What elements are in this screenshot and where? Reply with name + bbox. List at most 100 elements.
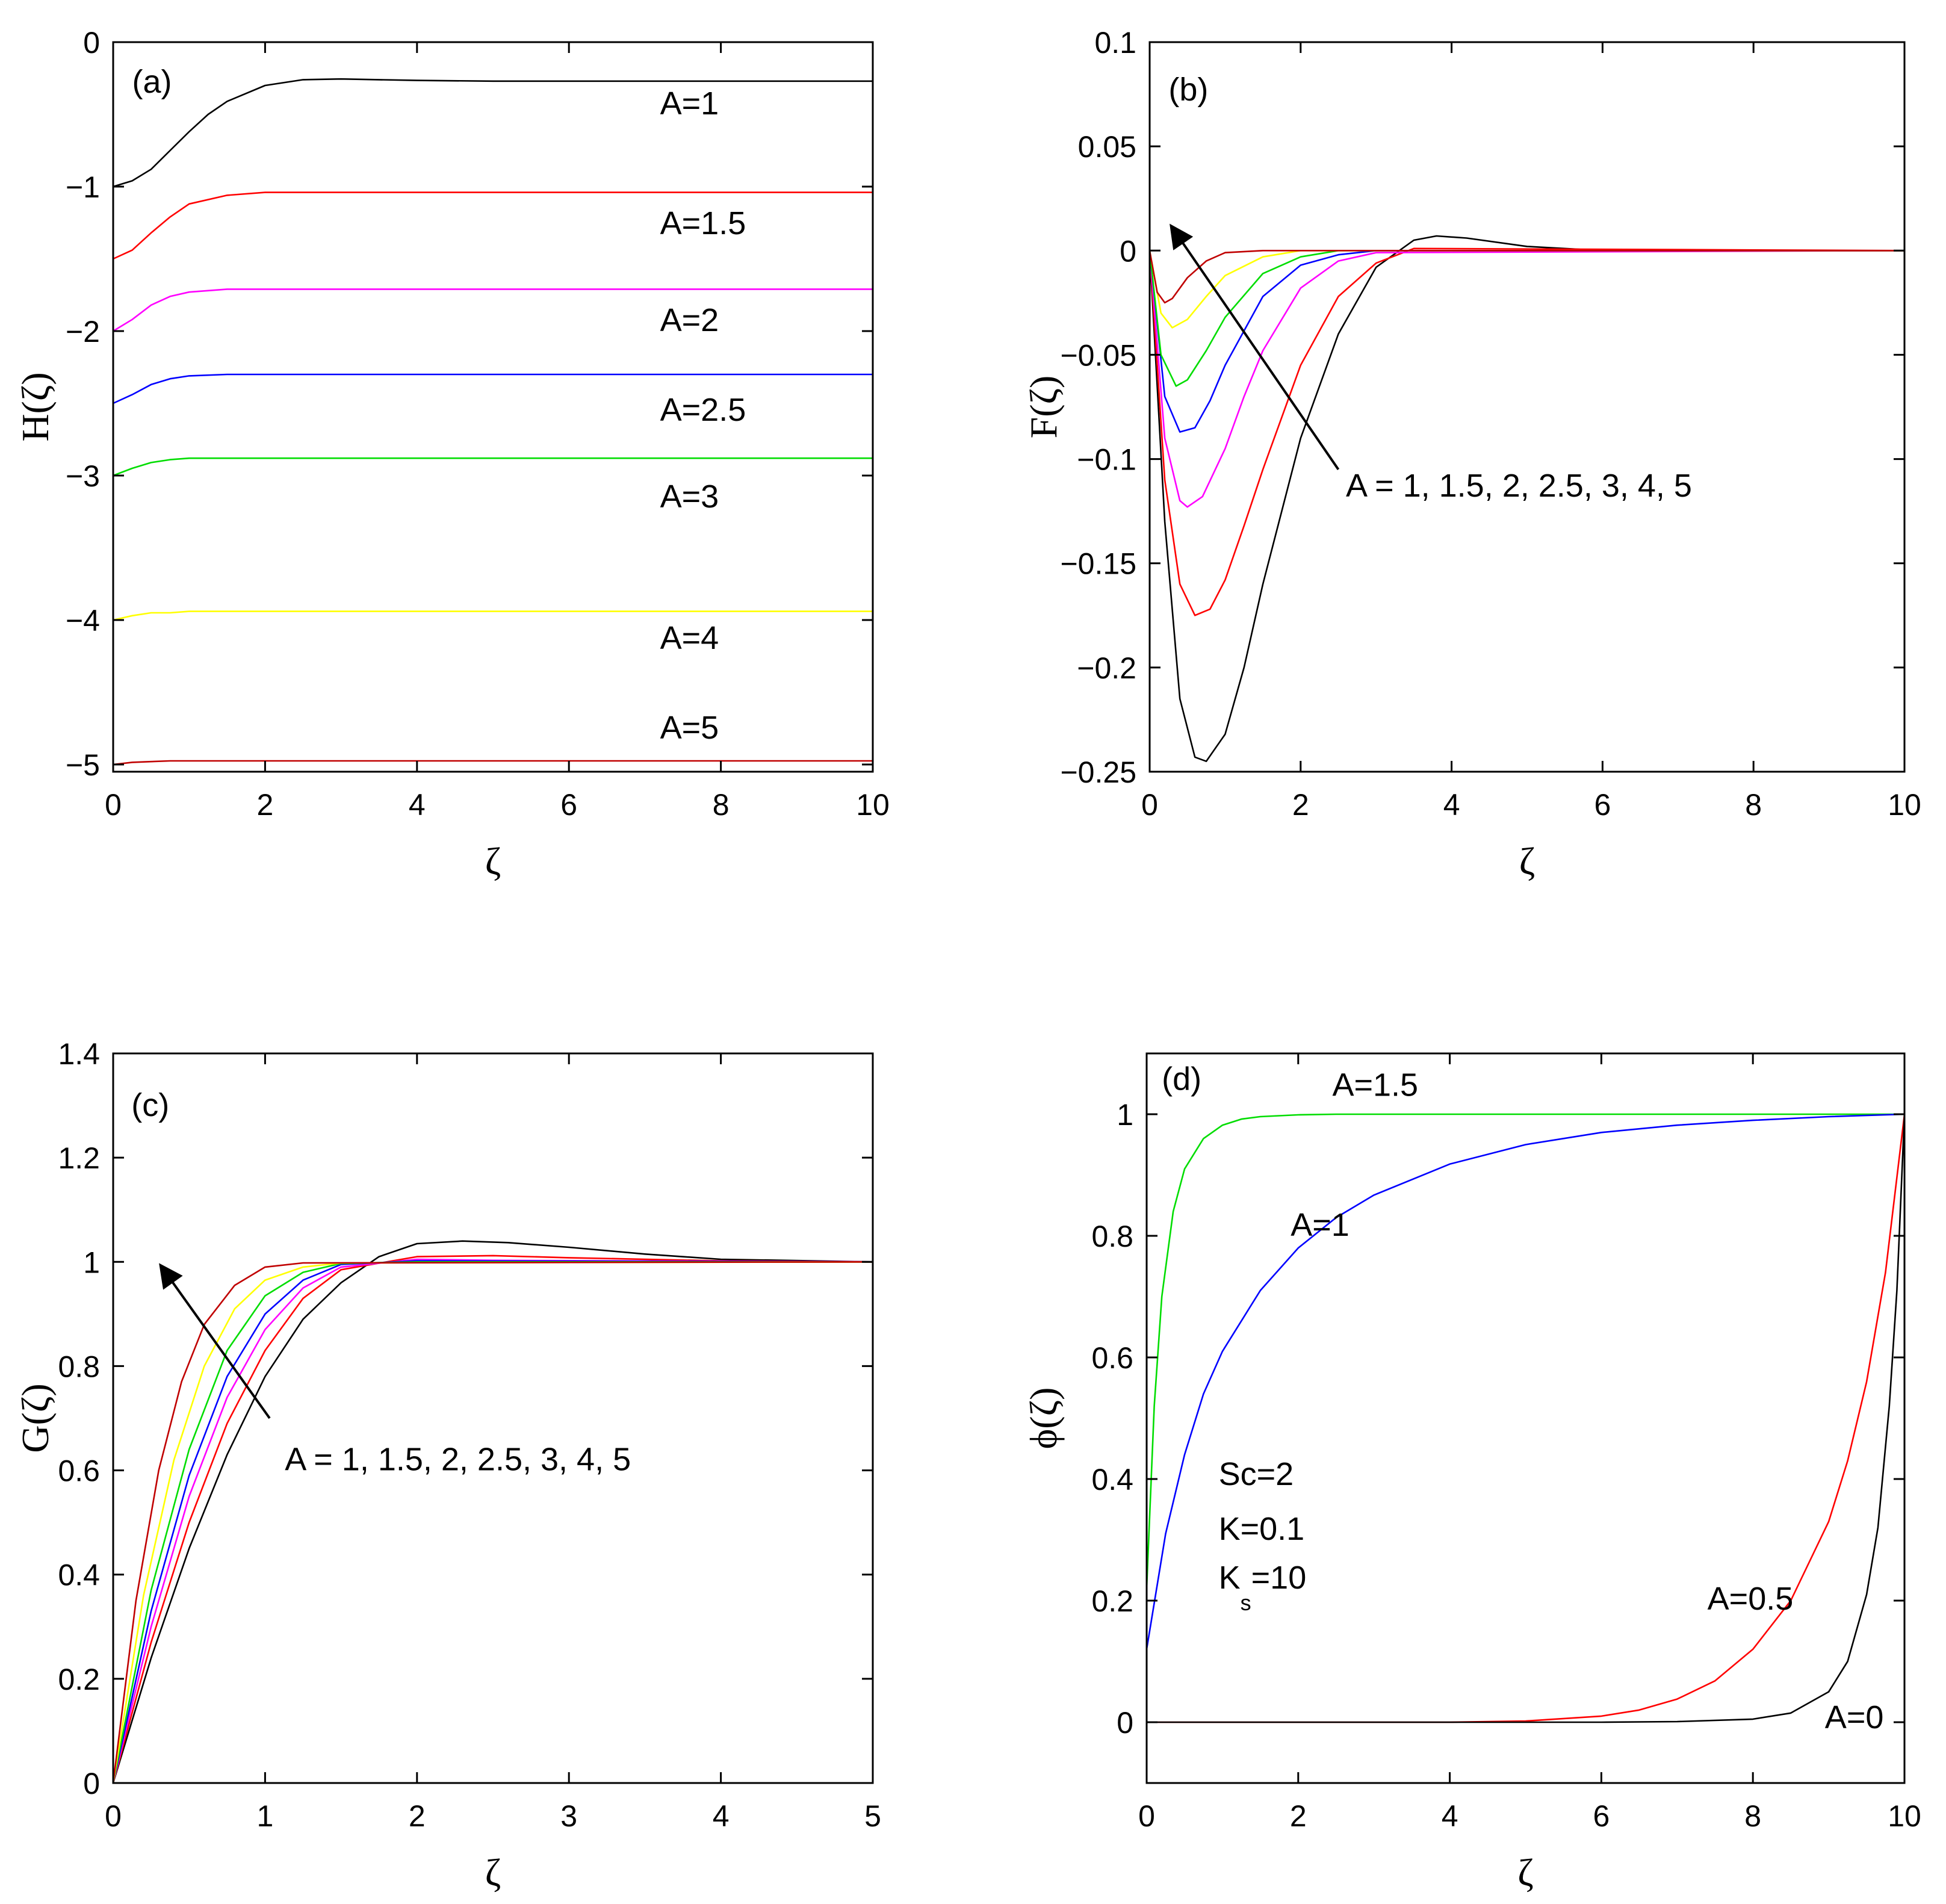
- series-line: [1148, 250, 1904, 304]
- plot-frame: [1148, 41, 1906, 773]
- plot-frame: [1145, 1052, 1906, 1784]
- x-tick-label: 2: [256, 788, 273, 822]
- y-tick-label: −0.2: [1077, 651, 1136, 685]
- series-line: [113, 760, 873, 766]
- y-tick-label: 0.1: [1094, 26, 1136, 60]
- series-line: [1145, 1113, 1904, 1589]
- panel-b: 0 2 4 6 8 10 0.1 0.05 0 −0.05 −0.1 −0.15 −0.2 −0.25 ζ F…: [1022, 26, 1921, 882]
- annotation-label: A=3: [660, 479, 719, 515]
- y-tick-label: 0.6: [1091, 1341, 1133, 1375]
- y-tick-label: 0.6: [58, 1454, 100, 1488]
- series-line: [1145, 1113, 1905, 1650]
- annotation-label: (c): [131, 1087, 169, 1123]
- x-tick-label: 6: [1594, 788, 1611, 822]
- y-tick-label: 0.2: [58, 1663, 100, 1696]
- annotation-label: A=5: [660, 710, 719, 746]
- annotation-arrow: [1170, 223, 1340, 471]
- annotation-label: A = 1, 1.5, 2, 2.5, 3, 4, 5: [1346, 468, 1692, 504]
- series-line: [1148, 235, 1904, 762]
- x-tick-label: 6: [1593, 1799, 1610, 1833]
- panel-a: 0 2 4 6 8 10 0 −1 −2 −3 −4 −5 ζ H(ζ) (a) A=1 A=1.5 A=2 A=2…: [14, 26, 890, 882]
- x-tick-label: 10: [1888, 1799, 1921, 1833]
- y-tick-label: 0: [83, 1767, 100, 1800]
- series-line: [112, 1240, 873, 1784]
- y-tick-label: −2: [66, 315, 100, 349]
- series-line: [112, 1254, 873, 1784]
- panel-d: 0 2 4 6 8 10 0 0.2 0.4 0.6 0.8 1 ζ ϕ(ζ) (d) A=1.5 A=1 A=0…: [1022, 1052, 1921, 1894]
- x-tick-label: 4: [713, 1799, 730, 1833]
- series-line: [1148, 247, 1905, 616]
- series-line: [1148, 250, 1905, 508]
- y-axis-label: ϕ(ζ): [1022, 1388, 1065, 1450]
- annotation-label: A=4: [660, 620, 719, 656]
- series-line: [113, 457, 873, 477]
- y-tick-label: −0.1: [1077, 443, 1136, 477]
- x-tick-label: 8: [713, 788, 730, 822]
- y-tick-label: 0: [83, 26, 100, 60]
- annotation-label: A=1: [660, 85, 719, 122]
- y-axis-label: H(ζ): [14, 372, 57, 441]
- y-tick-label: 0.2: [1091, 1584, 1133, 1618]
- y-tick-label: 0: [1117, 1706, 1133, 1740]
- series-line: [113, 373, 873, 405]
- series-line: [113, 288, 873, 332]
- series-line: [1148, 250, 1904, 329]
- plot-frame: [112, 1052, 874, 1784]
- annotation-label: A=0.5: [1708, 1581, 1794, 1617]
- y-tick-label: 0.8: [58, 1350, 100, 1383]
- annotation-label: K=0.1: [1219, 1511, 1305, 1547]
- x-axis-label: ζ: [1519, 840, 1535, 882]
- annotation-arrow: [159, 1263, 271, 1419]
- x-tick-label: 0: [105, 1799, 122, 1833]
- x-tick-label: 0: [105, 788, 122, 822]
- x-tick-label: 0: [1138, 1799, 1155, 1833]
- x-tick-label: 2: [1290, 1799, 1307, 1833]
- annotation-label: A=1.5: [660, 205, 746, 241]
- y-tick-label: −5: [66, 748, 100, 782]
- series-line: [113, 610, 873, 621]
- x-tick-label: 2: [409, 1799, 426, 1833]
- panel-c: 0 1 2 3 4 5 0 0.2 0.4 0.6 0.8 1 1.2 1.4 ζ G(ζ) (c) A = 1,…: [14, 1037, 881, 1894]
- x-tick-label: 10: [856, 788, 890, 822]
- x-tick-label: 0: [1141, 788, 1158, 822]
- series-line: [1148, 250, 1904, 387]
- series-line: [113, 78, 873, 188]
- x-tick-label: 5: [864, 1799, 881, 1833]
- y-tick-label: 0.8: [1091, 1220, 1133, 1253]
- x-tick-label: 8: [1744, 1799, 1761, 1833]
- y-tick-label: −0.25: [1060, 755, 1136, 789]
- y-tick-label: −4: [66, 604, 100, 637]
- y-axis-label: F(ζ): [1022, 376, 1065, 439]
- annotation-label: A=2.5: [660, 392, 746, 428]
- y-tick-label: 1.2: [58, 1141, 100, 1175]
- y-tick-label: 1: [1117, 1098, 1133, 1132]
- annotation-label: A=0: [1825, 1699, 1884, 1735]
- x-tick-label: 8: [1745, 788, 1762, 822]
- annotation-label: Ks=10: [1219, 1560, 1307, 1615]
- y-tick-label: 0: [1120, 234, 1136, 268]
- x-tick-label: 4: [1442, 1799, 1458, 1833]
- series-line: [112, 1261, 873, 1784]
- annotation-label: A = 1, 1.5, 2, 2.5, 3, 4, 5: [285, 1442, 631, 1478]
- y-tick-label: −1: [66, 170, 100, 204]
- y-tick-label: 0.4: [58, 1558, 100, 1592]
- x-tick-label: 4: [409, 788, 426, 822]
- annotation-label: A=1.5: [1332, 1067, 1418, 1103]
- plot-frame: [112, 41, 874, 773]
- y-tick-label: 1.4: [58, 1037, 100, 1071]
- y-tick-label: −0.15: [1060, 547, 1136, 581]
- series-line: [1147, 1114, 1906, 1723]
- series-line: [112, 1260, 873, 1784]
- annotation-label: (d): [1162, 1061, 1201, 1097]
- y-tick-label: 0.05: [1078, 130, 1136, 164]
- x-tick-label: 1: [256, 1799, 273, 1833]
- series-line: [112, 1261, 873, 1784]
- y-tick-label: −3: [66, 459, 100, 493]
- x-axis-label: ζ: [485, 1851, 501, 1894]
- series-line: [112, 1261, 873, 1784]
- annotation-label: (b): [1168, 72, 1208, 108]
- x-tick-label: 6: [560, 788, 577, 822]
- y-tick-label: 1: [83, 1245, 100, 1279]
- x-axis-label: ζ: [1517, 1851, 1534, 1894]
